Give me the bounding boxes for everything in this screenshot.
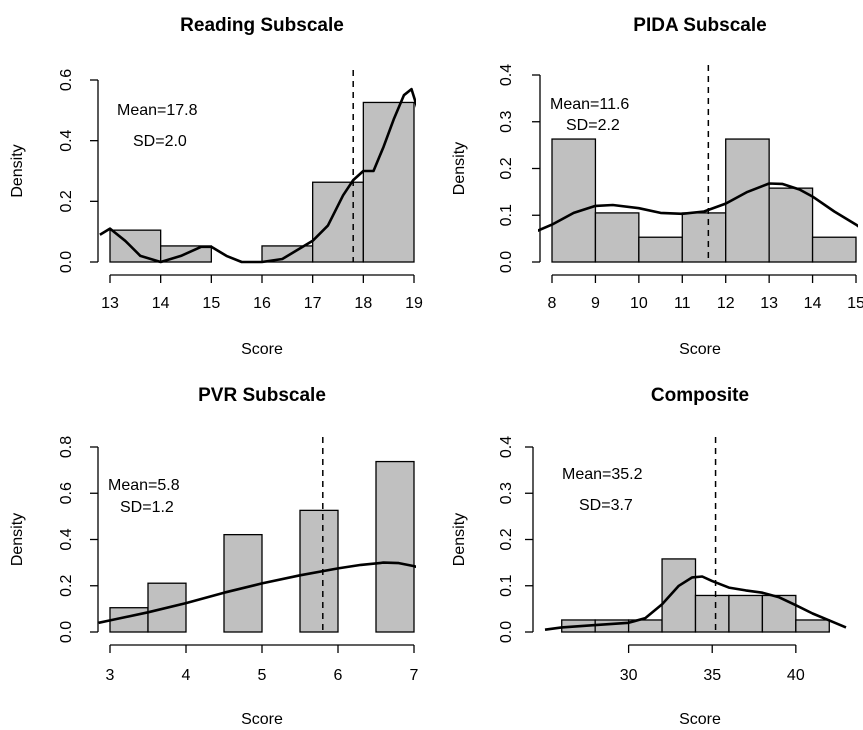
chart-panel-3: PVR Subscale 0.0 0.2 0.4 0.6 0.8 3 4 5 6 7 Score Den… — [9, 385, 419, 728]
histogram-bar — [375, 460, 415, 633]
x-tick-label: 16 — [253, 295, 271, 312]
x-tick-label: 11 — [674, 295, 691, 312]
histogram-bar — [811, 236, 857, 263]
y-tick-label: 0.0 — [498, 251, 515, 273]
histogram-bar — [661, 558, 697, 633]
x-tick-label: 10 — [630, 295, 648, 312]
x-axis-title: Score — [241, 711, 283, 728]
histogram-bar — [312, 181, 364, 263]
y-tick-label: 0.4 — [58, 528, 75, 550]
y-tick-label: 0.8 — [58, 436, 75, 458]
sd-annotation: SD=2.0 — [133, 133, 187, 150]
chart-title: PIDA Subscale — [633, 15, 766, 36]
y-tick-label: 0.2 — [58, 575, 75, 597]
y-tick-label: 0.2 — [498, 528, 515, 550]
histogram-bar — [681, 212, 727, 263]
histogram-bar — [594, 212, 640, 263]
x-tick-label: 14 — [804, 295, 822, 312]
x-tick-label: 17 — [304, 295, 322, 312]
histogram-bar — [768, 187, 814, 263]
histogram-bar — [761, 594, 797, 633]
y-tick-label: 0.1 — [498, 204, 515, 226]
y-tick-label: 0.4 — [498, 436, 515, 458]
x-tick-label: 14 — [152, 295, 170, 312]
chart-panel-2: PIDA Subscale 0.0 0.1 0.2 0.3 0.4 8 9 10 11 12 13 14… — [451, 15, 863, 358]
y-tick-label: 0.3 — [498, 111, 515, 133]
histogram-bar — [362, 101, 415, 263]
chart-title: PVR Subscale — [198, 385, 326, 406]
chart-title: Composite — [651, 385, 749, 406]
x-axis-title: Score — [679, 711, 721, 728]
mean-annotation: Mean=35.2 — [562, 466, 643, 483]
sd-annotation: SD=2.2 — [566, 117, 620, 134]
density-curve — [538, 182, 858, 233]
y-axis-title: Density — [9, 513, 26, 566]
x-tick-label: 7 — [410, 667, 419, 684]
x-tick-label: 4 — [182, 667, 191, 684]
x-tick-label: 13 — [760, 295, 778, 312]
y-tick-label: 0.0 — [498, 621, 515, 643]
x-tick-label: 13 — [101, 295, 119, 312]
density-curve — [99, 87, 416, 264]
y-axis-title: Density — [451, 513, 468, 566]
mean-annotation: Mean=11.6 — [550, 96, 629, 113]
x-tick-label: 30 — [620, 667, 638, 684]
density-curve — [544, 575, 847, 631]
chart-panel-1: Reading Subscale 0.0 0.2 0.4 0.6 13 14 15 16 17 18… — [9, 15, 423, 358]
x-axis-title: Score — [679, 341, 721, 358]
y-axis-title: Density — [451, 142, 468, 195]
y-tick-label: 0.4 — [58, 129, 75, 151]
density-curve — [98, 561, 416, 625]
histogram-bar — [795, 619, 830, 633]
histogram-bar — [638, 236, 683, 263]
x-tick-label: 19 — [405, 295, 423, 312]
sd-annotation: SD=1.2 — [120, 499, 174, 516]
mean-annotation: Mean=5.8 — [108, 477, 180, 494]
x-tick-label: 12 — [717, 295, 735, 312]
x-tick-label: 18 — [354, 295, 372, 312]
chart-panel-4: Composite 0.0 0.1 0.2 0.3 0.4 30 35 40 Score Densi… — [451, 385, 847, 728]
x-axis-title: Score — [241, 341, 283, 358]
y-tick-label: 0.4 — [498, 64, 515, 86]
x-tick-label: 35 — [703, 667, 721, 684]
y-tick-label: 0.3 — [498, 482, 515, 504]
histogram-bar — [728, 594, 764, 633]
y-tick-label: 0.2 — [58, 190, 75, 212]
y-tick-label: 0.2 — [498, 157, 515, 179]
histogram-bar — [694, 594, 730, 633]
x-tick-label: 9 — [591, 295, 600, 312]
x-tick-label: 5 — [258, 667, 267, 684]
y-tick-label: 0.6 — [58, 482, 75, 504]
x-tick-label: 8 — [548, 295, 557, 312]
y-tick-label: 0.0 — [58, 621, 75, 643]
histogram-bar — [299, 509, 339, 633]
histogram-bar — [551, 138, 597, 263]
chart-title: Reading Subscale — [180, 15, 344, 36]
x-tick-label: 15 — [202, 295, 220, 312]
mean-annotation: Mean=17.8 — [117, 102, 198, 119]
sd-annotation: SD=3.7 — [579, 497, 633, 514]
x-tick-label: 6 — [334, 667, 343, 684]
y-tick-label: 0.6 — [58, 69, 75, 91]
x-tick-label: 40 — [787, 667, 805, 684]
y-tick-label: 0.0 — [58, 251, 75, 273]
x-tick-label: 3 — [106, 667, 115, 684]
y-tick-label: 0.1 — [498, 575, 515, 597]
x-tick-label: 15 — [847, 295, 863, 312]
histogram-bar — [223, 533, 263, 633]
y-axis-title: Density — [9, 144, 26, 197]
